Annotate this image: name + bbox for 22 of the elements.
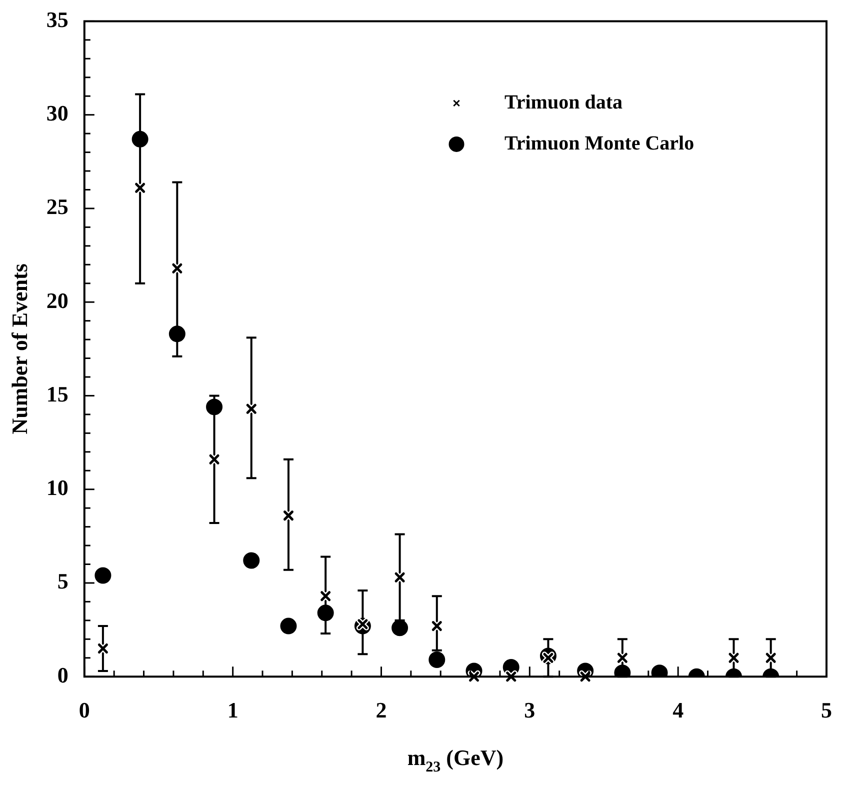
y-tick-label: 30 [46, 100, 68, 126]
x-tick-label: 3 [524, 697, 536, 722]
x-tick-label: 1 [227, 697, 238, 722]
x-tick-label: 0 [78, 697, 90, 722]
point [428, 651, 446, 668]
legend-label: Trimuon data [504, 91, 622, 114]
y-tick-label: 35 [46, 6, 68, 32]
point [94, 567, 112, 584]
y-tick-label: 5 [57, 568, 68, 594]
y-tick-label: 0 [57, 662, 68, 688]
x-tick-label: 2 [376, 697, 387, 722]
y-tick-label: 10 [46, 475, 68, 500]
x-tick-label: 4 [672, 697, 684, 722]
y-tick-label: 25 [46, 194, 68, 220]
point [243, 552, 260, 569]
y-tick-label: 20 [46, 288, 68, 313]
point [280, 618, 297, 634]
y-axis-title: Number of Events [6, 263, 32, 434]
point [392, 620, 408, 636]
x-tick-label: 5 [821, 697, 832, 722]
legend-label: Trimuon Monte Carlo [504, 132, 694, 154]
y-tick-label: 15 [46, 381, 68, 406]
